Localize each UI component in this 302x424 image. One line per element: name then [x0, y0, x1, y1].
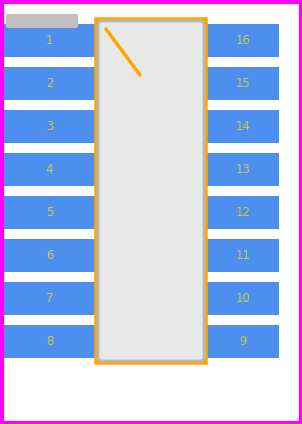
Text: 12: 12	[236, 206, 250, 219]
FancyBboxPatch shape	[98, 21, 204, 361]
Bar	[4, 196, 95, 229]
Text: 13: 13	[236, 163, 250, 176]
Text: 11: 11	[236, 249, 250, 262]
Text: 10: 10	[236, 292, 250, 305]
Text: 6: 6	[46, 249, 53, 262]
Text: 4: 4	[46, 163, 53, 176]
Text: 15: 15	[236, 77, 250, 90]
Bar	[207, 239, 279, 272]
Bar	[4, 239, 95, 272]
Bar	[4, 282, 95, 315]
Bar	[4, 24, 95, 57]
Text: 9: 9	[239, 335, 247, 348]
Bar	[207, 325, 279, 358]
Bar	[207, 24, 279, 57]
Bar	[97, 20, 205, 362]
Bar	[207, 196, 279, 229]
Text: 1: 1	[46, 34, 53, 47]
Text: 7: 7	[46, 292, 53, 305]
Bar	[207, 110, 279, 143]
Text: 14: 14	[236, 120, 250, 133]
Text: 2: 2	[46, 77, 53, 90]
Bar	[4, 110, 95, 143]
FancyBboxPatch shape	[6, 14, 78, 28]
Bar	[207, 153, 279, 186]
Text: 8: 8	[46, 335, 53, 348]
Bar	[4, 67, 95, 100]
Bar	[4, 325, 95, 358]
Bar	[4, 153, 95, 186]
Bar	[207, 67, 279, 100]
Text: 5: 5	[46, 206, 53, 219]
Text: 16: 16	[236, 34, 250, 47]
Bar	[207, 282, 279, 315]
Text: 3: 3	[46, 120, 53, 133]
